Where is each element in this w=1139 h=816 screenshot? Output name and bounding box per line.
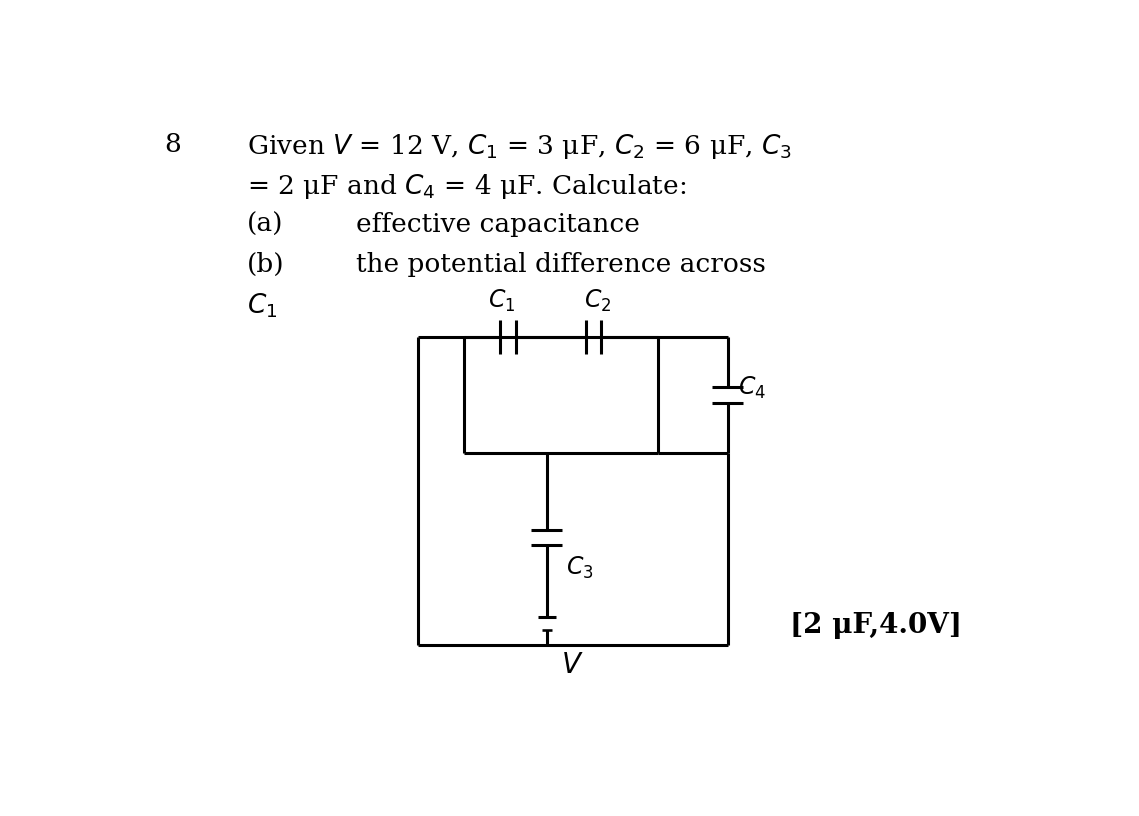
Text: (a): (a) (247, 212, 284, 237)
Text: $\it{C}_{2}$: $\it{C}_{2}$ (583, 288, 611, 314)
Text: Given $\it{V}$ = 12 V, $\it{C}_{1}$ = 3 μF, $\it{C}_{2}$ = 6 μF, $\it{C}_{3}$: Given $\it{V}$ = 12 V, $\it{C}_{1}$ = 3 … (247, 132, 792, 161)
Text: [2 μF,4.0V]: [2 μF,4.0V] (789, 612, 961, 639)
Text: $V$: $V$ (560, 651, 583, 679)
Text: the potential difference across: the potential difference across (355, 252, 765, 277)
Text: effective capacitance: effective capacitance (355, 212, 639, 237)
Text: 8: 8 (164, 132, 181, 157)
Text: (b): (b) (247, 252, 285, 277)
Text: $\it{C}_{3}$: $\it{C}_{3}$ (566, 555, 593, 581)
Text: $\it{C}_{4}$: $\it{C}_{4}$ (738, 375, 765, 401)
Text: $\it{C}_{1}$: $\it{C}_{1}$ (489, 288, 516, 314)
Text: = 2 μF and $\it{C}_{4}$ = 4 μF. Calculate:: = 2 μF and $\it{C}_{4}$ = 4 μF. Calculat… (247, 172, 686, 201)
Text: $\it{C}_{1}$: $\it{C}_{1}$ (247, 292, 278, 321)
